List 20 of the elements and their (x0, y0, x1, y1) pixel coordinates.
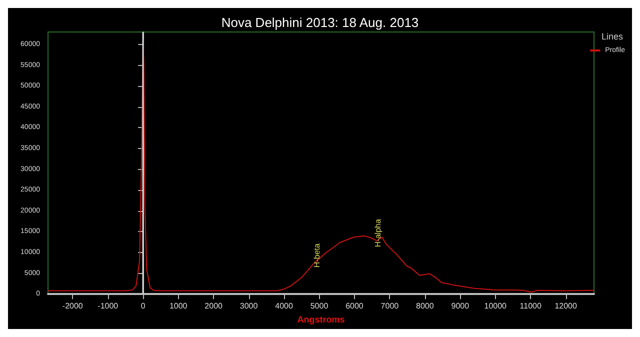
legend-title: Lines (601, 32, 624, 42)
x-tick-label: 12000 (554, 302, 578, 311)
x-tick-label: 7000 (380, 302, 400, 311)
x-tick-label: -2000 (62, 302, 84, 311)
x-tick-label: 11000 (520, 302, 542, 311)
x-tick-label: 5000 (310, 302, 329, 311)
x-tick-label: 6000 (346, 302, 364, 311)
chart-title: Nova Delphini 2013: 18 Aug. 2013 (221, 15, 419, 30)
x-axis-title: Angstroms (297, 314, 345, 324)
x-tick-label: 1000 (169, 302, 188, 311)
x-tick-label: 0 (140, 302, 146, 311)
x-tick-label: 2000 (204, 302, 224, 311)
x-tick-label: 9000 (451, 302, 470, 311)
x-tick-label: 4000 (275, 302, 294, 311)
x-tick-label: 3000 (240, 302, 258, 311)
x-tick-label: -1000 (98, 302, 119, 311)
annotation: H-alpha (373, 218, 382, 248)
x-tick-label: 10000 (484, 302, 508, 311)
x-tick-label: 8000 (416, 302, 434, 311)
annotation: H-beta (312, 243, 322, 268)
